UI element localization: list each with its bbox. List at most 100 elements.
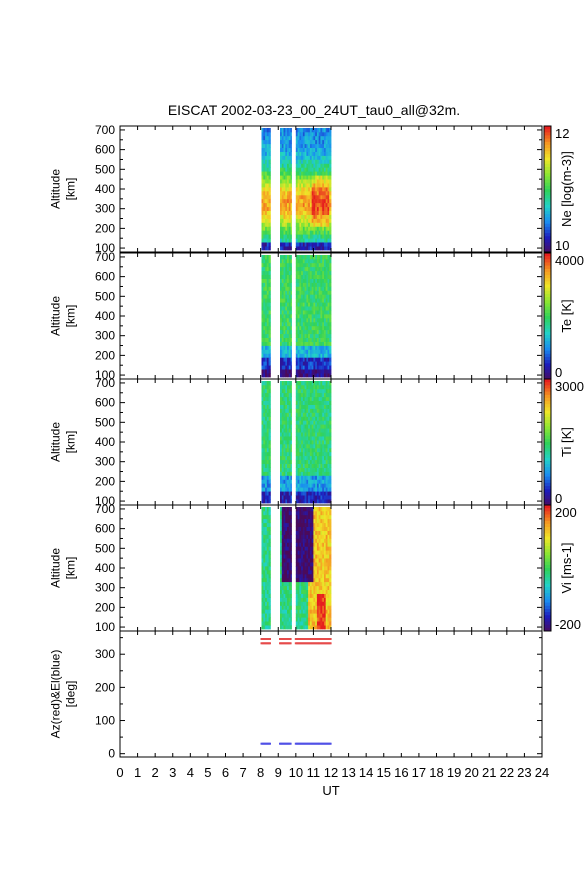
heatmap-cell: [318, 471, 321, 476]
heatmap-cell: [263, 558, 266, 563]
x-tick-label: 21: [482, 765, 496, 780]
heatmap-cell: [290, 577, 292, 583]
heatmap-cell: [308, 566, 311, 571]
y-tick-label: 400: [95, 182, 115, 196]
heatmap-cell: [327, 191, 330, 196]
heatmap-cell: [324, 613, 327, 618]
colorbar-swatch: [544, 141, 551, 146]
heatmap-cell: [266, 345, 269, 350]
heatmap-cell: [316, 318, 320, 323]
heatmap-cell: [309, 159, 313, 164]
heatmap-cell: [304, 499, 307, 504]
heatmap-cell: [320, 329, 323, 335]
heatmap-cell: [309, 226, 313, 231]
heatmap-cell: [308, 510, 311, 516]
heatmap-cell: [263, 234, 266, 239]
heatmap-cell: [283, 135, 286, 141]
heatmap-cell: [311, 242, 314, 247]
heatmap-cell: [287, 210, 290, 215]
heatmap-cell: [308, 246, 311, 251]
heatmap-cell: [329, 581, 332, 587]
heatmap-cell: [285, 384, 288, 390]
heatmap-cell: [295, 147, 298, 152]
colorbar-swatch: [544, 347, 551, 352]
heatmap-cell: [263, 294, 266, 299]
heatmap-cell: [281, 357, 284, 362]
heatmap-cell: [302, 302, 306, 307]
heatmap-cell: [308, 345, 311, 350]
heatmap-cell: [316, 218, 320, 223]
heatmap-cell: [311, 585, 314, 590]
heatmap-cell: [309, 436, 313, 441]
heatmap-cell: [318, 447, 321, 453]
heatmap-cell: [301, 530, 304, 535]
heatmap-cell: [308, 258, 311, 264]
heatmap-cell: [266, 226, 269, 231]
heatmap-cell: [288, 238, 291, 243]
heatmap-cell: [322, 294, 325, 299]
heatmap-cell: [329, 585, 332, 590]
heatmap-cell: [301, 194, 304, 200]
heatmap-cell: [299, 573, 302, 579]
heatmap-cell: [301, 226, 304, 231]
heatmap-cell: [308, 321, 311, 327]
heatmap-cell: [285, 455, 288, 461]
heatmap-cell: [288, 388, 291, 394]
heatmap-cell: [302, 274, 306, 279]
heatmap-cell: [322, 542, 325, 547]
heatmap-cell: [281, 373, 284, 378]
heatmap-cell: [297, 396, 300, 401]
heatmap-cell: [266, 246, 269, 251]
heatmap-cell: [288, 495, 291, 500]
heatmap-cell: [288, 262, 291, 268]
heatmap-cell: [316, 416, 320, 421]
heatmap-cell: [263, 542, 266, 547]
heatmap-cell: [288, 491, 291, 496]
heatmap-cell: [315, 562, 318, 567]
heatmap-cell: [288, 266, 291, 272]
colorbar-swatch: [544, 268, 551, 273]
heatmap-cell: [322, 526, 325, 531]
heatmap-cell: [265, 384, 268, 390]
heatmap-cell: [288, 471, 291, 476]
heatmap-cell: [325, 451, 328, 457]
heatmap-cell: [329, 262, 332, 268]
heatmap-cell: [304, 238, 307, 243]
heatmap-cell: [311, 577, 314, 583]
heatmap-cell: [290, 609, 292, 614]
heatmap-cell: [261, 514, 264, 520]
colorbar-swatch: [544, 448, 551, 452]
heatmap-cell: [315, 187, 318, 192]
heatmap-cell: [297, 234, 300, 239]
heatmap-cell: [261, 589, 264, 594]
heatmap-cell: [268, 365, 271, 370]
heatmap-cell: [263, 246, 266, 251]
heatmap-cell: [268, 230, 271, 235]
heatmap-cell: [288, 171, 291, 176]
heatmap-cell: [301, 286, 304, 291]
heatmap-cell: [322, 436, 325, 441]
heatmap-cell: [325, 507, 328, 512]
heatmap-cell: [297, 255, 300, 260]
heatmap-cell: [324, 522, 327, 527]
heatmap-cell: [311, 274, 314, 279]
heatmap-cell: [302, 483, 306, 488]
heatmap-cell: [295, 475, 298, 480]
heatmap-cell: [266, 428, 269, 433]
heatmap-cell: [306, 471, 309, 476]
heatmap-cell: [299, 242, 302, 247]
heatmap-cell: [288, 349, 291, 354]
heatmap-cell: [281, 593, 284, 598]
heatmap-cell: [281, 483, 284, 488]
heatmap-cell: [309, 282, 313, 287]
heatmap-cell: [324, 286, 327, 291]
heatmap-cell: [329, 246, 332, 251]
heatmap-cell: [309, 191, 313, 196]
heatmap-cell: [325, 487, 328, 492]
heatmap-cell: [301, 298, 304, 303]
heatmap-cell: [268, 171, 271, 176]
heatmap-cell: [329, 479, 332, 484]
heatmap-cell: [266, 585, 269, 590]
heatmap-cell: [327, 155, 330, 160]
heatmap-cell: [297, 388, 300, 394]
